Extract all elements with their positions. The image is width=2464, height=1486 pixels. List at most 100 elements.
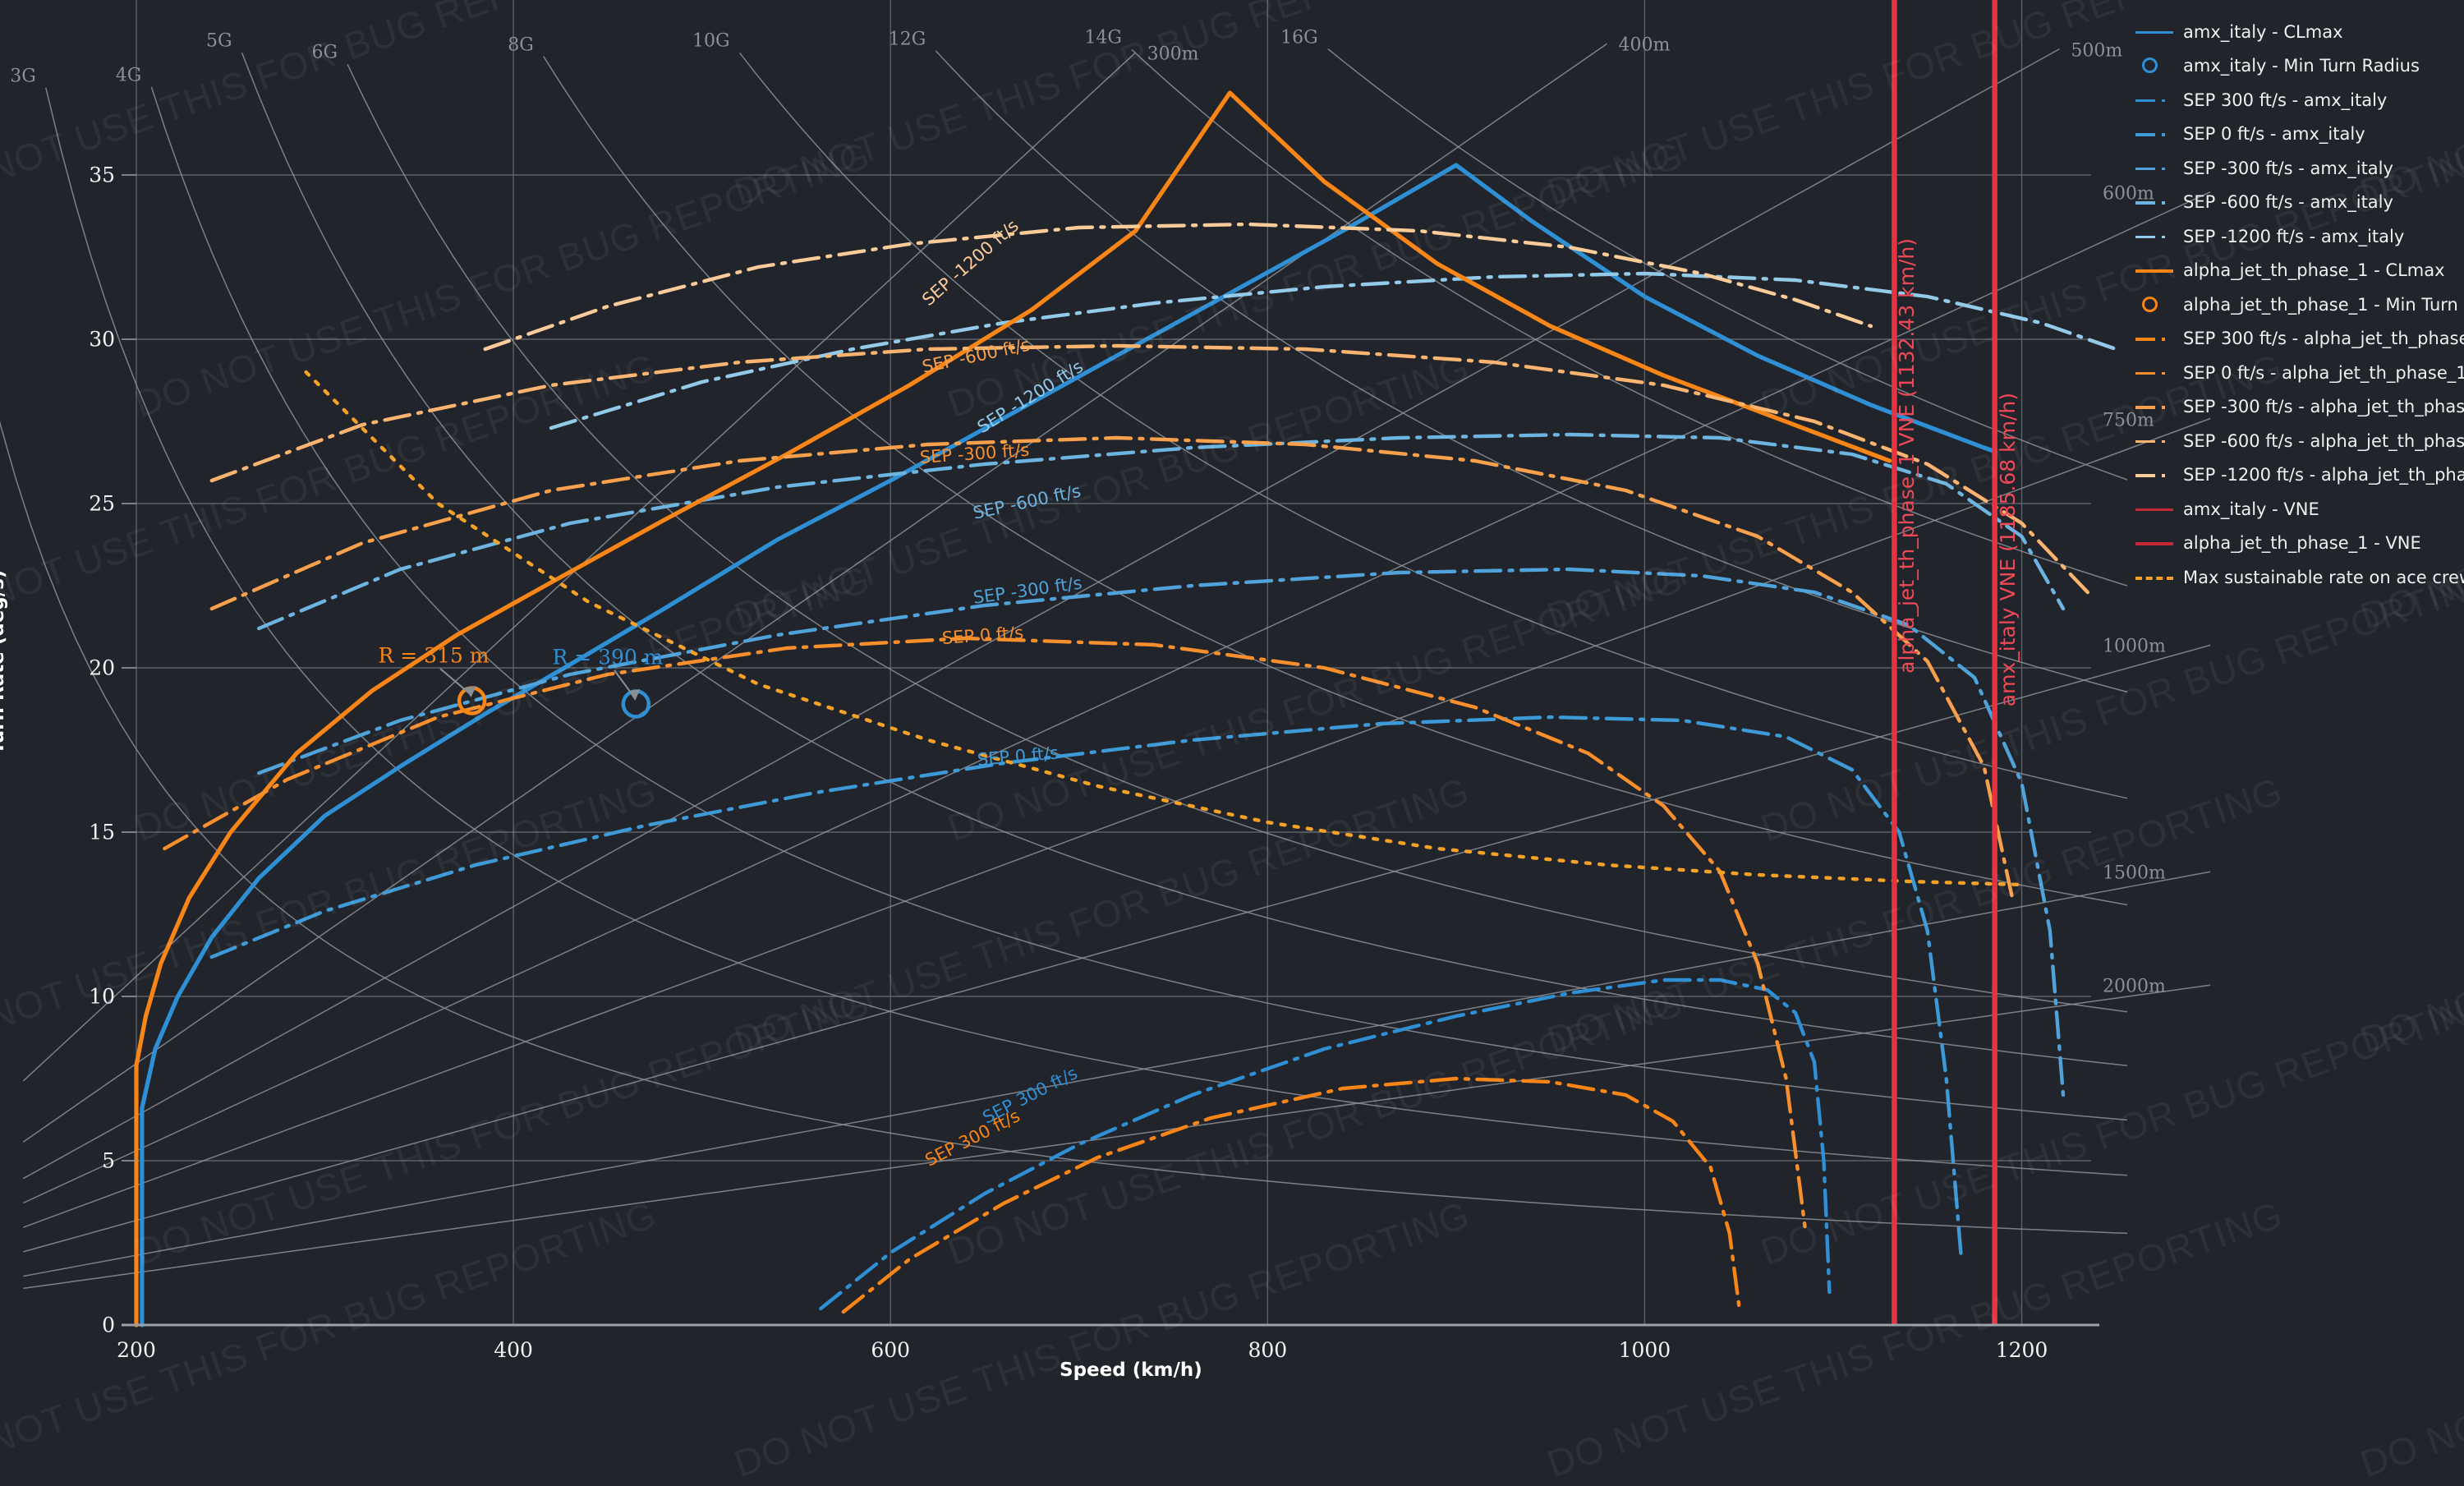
dashdot-line-icon	[2135, 133, 2173, 136]
legend-swatch-dashdot-icon	[2135, 330, 2173, 347]
g-load-label: 4G	[115, 65, 142, 86]
solid-line-icon	[2135, 508, 2173, 512]
legend-swatch-dashdot-icon	[2135, 194, 2173, 210]
legend-item[interactable]: alpha_jet_th_phase_1 - CLmax	[2135, 254, 2464, 288]
legend-swatch-dotted-icon	[2135, 569, 2173, 586]
legend-label: amx_italy - Min Turn Radius	[2183, 56, 2420, 76]
x-tick-label: 600	[871, 1338, 911, 1362]
g-load-label: 3G	[10, 66, 36, 87]
legend-label: SEP -1200 ft/s - alpha_jet_th_phase_1	[2183, 465, 2464, 485]
radius-label: 1000m	[2103, 636, 2166, 657]
radius-label: 400m	[1618, 35, 1671, 56]
legend-swatch-circle-icon	[2135, 296, 2173, 313]
circle-marker-icon	[2142, 296, 2158, 312]
legend-item[interactable]: alpha_jet_th_phase_1 - VNE	[2135, 527, 2464, 561]
radius-label: 300m	[1147, 44, 1199, 65]
solid-line-icon	[2135, 269, 2173, 273]
legend-swatch-solid-icon	[2135, 24, 2173, 40]
g-load-label: 12G	[888, 29, 926, 50]
legend-swatch-dashdot-icon	[2135, 398, 2173, 415]
legend-item[interactable]: SEP -300 ft/s - amx_italy	[2135, 151, 2464, 186]
legend-label: amx_italy - CLmax	[2183, 21, 2343, 42]
x-tick-label: 1000	[1618, 1338, 1671, 1362]
legend-item[interactable]: SEP 300 ft/s - alpha_jet_th_phase_1	[2135, 322, 2464, 357]
y-tick-label: 30	[89, 327, 115, 352]
legend-item[interactable]: SEP -300 ft/s - alpha_jet_th_phase_1	[2135, 390, 2464, 425]
annotation-arrows	[439, 668, 641, 701]
legend-label: SEP -300 ft/s - amx_italy	[2183, 158, 2393, 178]
dashdot-line-icon	[2135, 439, 2173, 444]
y-tick-label: 15	[89, 820, 115, 844]
dashdot-line-icon	[2135, 167, 2173, 171]
g-load-label: 14G	[1084, 27, 1123, 48]
y-axis-title: Turn Rate (deg/s)	[0, 569, 8, 755]
dashdot-line-icon	[2135, 338, 2173, 341]
radius-label: 600m	[2103, 183, 2154, 205]
axis-lines	[122, 174, 2099, 1327]
radius-label: 500m	[2071, 40, 2123, 62]
legend-item[interactable]: amx_italy - VNE	[2135, 492, 2464, 527]
legend-item[interactable]: SEP 0 ft/s - amx_italy	[2135, 117, 2464, 152]
legend-label: SEP 300 ft/s - alpha_jet_th_phase_1	[2183, 329, 2464, 349]
dashdot-line-icon	[2135, 406, 2173, 409]
legend-label: SEP -300 ft/s - alpha_jet_th_phase_1	[2183, 397, 2464, 417]
legend-item[interactable]: amx_italy - CLmax	[2135, 15, 2464, 49]
min-radius-annotation: R = 315 m	[378, 643, 490, 668]
legend-swatch-solid-icon	[2135, 262, 2173, 278]
radius-label: 750m	[2103, 410, 2154, 431]
plot-canvas	[0, 0, 2211, 1327]
x-tick-label: 400	[494, 1338, 533, 1362]
g-load-label: 16G	[1280, 27, 1318, 48]
legend-label: SEP -1200 ft/s - amx_italy	[2183, 226, 2405, 246]
min-radius-annotation: R = 390 m	[552, 645, 664, 669]
legend-swatch-solid-icon	[2135, 501, 2173, 518]
vne-label: amx_italy VNE (1185.68 km/h)	[1995, 393, 2020, 707]
g-load-label: 6G	[311, 42, 338, 63]
vne-label: alpha_jet_th_phase_1 VNE (1132.43 km/h)	[1895, 238, 1919, 674]
g-load-label: 5G	[205, 30, 232, 52]
legend-swatch-dashdot-icon	[2135, 433, 2173, 449]
legend-item[interactable]: alpha_jet_th_phase_1 - Min Turn Radius	[2135, 288, 2464, 322]
legend-swatch-dashdot-icon	[2135, 365, 2173, 381]
legend-item[interactable]: SEP -600 ft/s - alpha_jet_th_phase_1	[2135, 424, 2464, 458]
x-tick-label: 1200	[1995, 1338, 2048, 1362]
y-tick-label: 20	[89, 656, 115, 680]
x-tick-label: 800	[1248, 1338, 1288, 1362]
legend-item[interactable]: SEP -1200 ft/s - amx_italy	[2135, 219, 2464, 254]
legend-item[interactable]: SEP 300 ft/s - amx_italy	[2135, 83, 2464, 117]
legend-swatch-dashdot-icon	[2135, 160, 2173, 177]
y-tick-label: 5	[102, 1148, 115, 1173]
y-tick-label: 10	[89, 984, 115, 1009]
legend-swatch-circle-icon	[2135, 58, 2173, 74]
g-load-label: 8G	[508, 35, 534, 56]
legend-label: alpha_jet_th_phase_1 - VNE	[2183, 533, 2421, 554]
radius-label: 2000m	[2103, 976, 2166, 997]
dashdot-line-icon	[2135, 201, 2173, 205]
legend-swatch-dashdot-icon	[2135, 126, 2173, 142]
series-lines	[134, 90, 2118, 1327]
radius-arcs	[22, 43, 2211, 1290]
dashdot-line-icon	[2135, 474, 2173, 477]
legend-item[interactable]: Max sustainable rate on ace crew (7.5G)	[2135, 560, 2464, 595]
legend-label: SEP 0 ft/s - amx_italy	[2183, 124, 2365, 145]
legend-swatch-dashdot-icon	[2135, 92, 2173, 108]
legend-label: SEP -600 ft/s - alpha_jet_th_phase_1	[2183, 430, 2464, 451]
solid-line-icon	[2135, 542, 2173, 545]
legend-label: SEP -600 ft/s - amx_italy	[2183, 192, 2393, 213]
legend-label: Max sustainable rate on ace crew (7.5G)	[2183, 567, 2464, 587]
legend-item[interactable]: amx_italy - Min Turn Radius	[2135, 49, 2464, 84]
vne-lines	[1892, 0, 1997, 1325]
y-tick-label: 25	[89, 491, 115, 516]
circle-marker-icon	[2142, 58, 2158, 74]
legend-item[interactable]: SEP -1200 ft/s - alpha_jet_th_phase_1	[2135, 458, 2464, 493]
legend-swatch-dashdot-icon	[2135, 467, 2173, 483]
legend-swatch-solid-icon	[2135, 535, 2173, 551]
dashdot-line-icon	[2135, 371, 2173, 375]
dotted-line-icon	[2135, 576, 2173, 580]
legend-item[interactable]: SEP 0 ft/s - alpha_jet_th_phase_1	[2135, 356, 2464, 390]
legend-swatch-dashdot-icon	[2135, 228, 2173, 245]
dashdot-line-icon	[2135, 99, 2173, 103]
legend-item[interactable]: SEP -600 ft/s - amx_italy	[2135, 186, 2464, 220]
dashdot-line-icon	[2135, 235, 2173, 239]
